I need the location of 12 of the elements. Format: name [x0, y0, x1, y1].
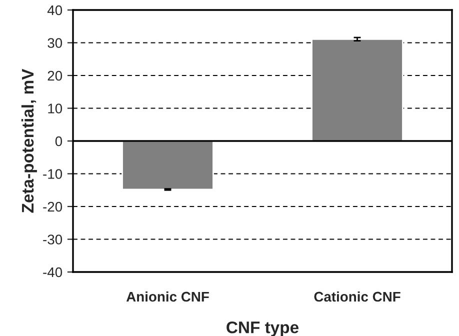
- y-tick-label: -10: [43, 169, 62, 179]
- x-tick-label: Cationic CNF: [314, 291, 400, 302]
- y-tick-label: 10: [48, 104, 62, 114]
- y-tick-label: 30: [48, 38, 62, 48]
- y-tick-label: -40: [43, 267, 62, 278]
- y-axis-title: Zeta-potential, mV: [21, 68, 37, 213]
- x-tick-label: Anionic CNF: [126, 291, 209, 302]
- y-tick-label: 0: [55, 136, 62, 146]
- y-tick-label: 20: [48, 70, 62, 81]
- y-tick-label: -20: [43, 202, 62, 212]
- y-tick-label: -30: [43, 234, 62, 244]
- y-tick-label: 40: [47, 5, 62, 16]
